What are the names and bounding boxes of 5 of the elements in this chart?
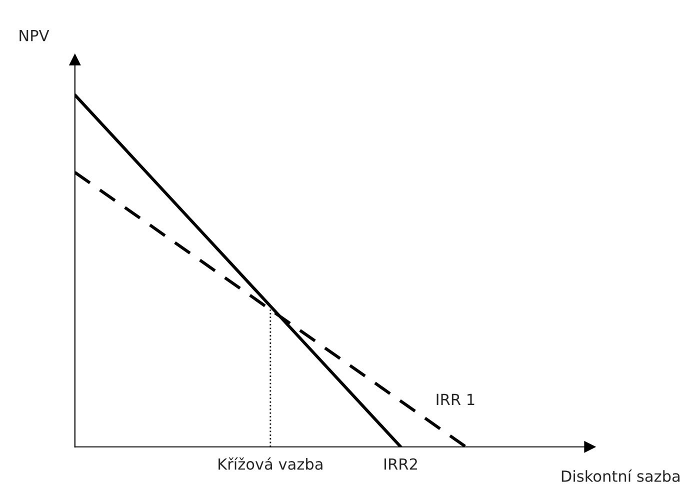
annotation: IRR 1 (436, 394, 474, 405)
x-tick-label: IRR2 (384, 458, 417, 470)
y-axis-title: NPV (20, 30, 50, 42)
x-tick-label: Křížová vazba (218, 457, 322, 470)
x-axis-title: Diskontní sazba (562, 469, 680, 482)
